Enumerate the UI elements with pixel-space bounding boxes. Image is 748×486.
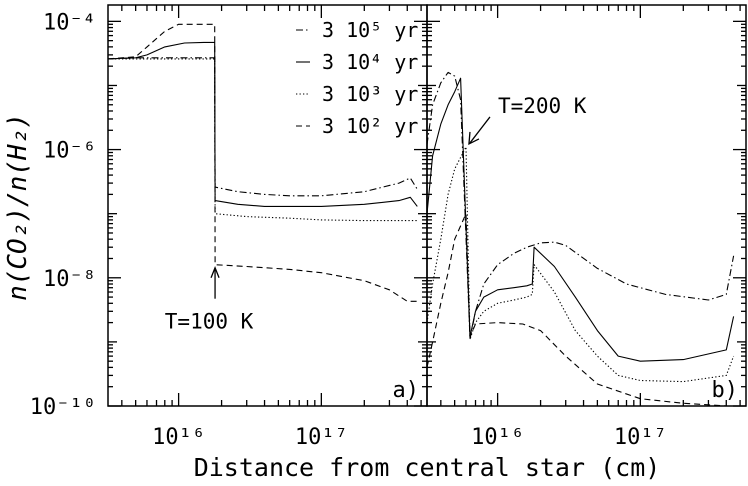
legend-label: 3 10⁴ yr bbox=[322, 50, 418, 74]
series-line-dotted bbox=[426, 146, 735, 383]
annotation-arrowhead bbox=[210, 265, 220, 278]
panel-label: b) bbox=[712, 378, 739, 403]
x-tick-label: 10¹⁶ bbox=[152, 425, 205, 450]
y-tick-label: 10⁻⁶ bbox=[43, 139, 96, 164]
legend-label: 3 10⁵ yr bbox=[322, 18, 418, 42]
y-tick-label: 10⁻⁴ bbox=[43, 10, 96, 35]
series-line-dash-dot bbox=[426, 71, 735, 340]
series-line-dashed bbox=[426, 213, 727, 407]
x-axis-label: Distance from central star (cm) bbox=[194, 453, 661, 482]
series-line-solid bbox=[426, 77, 735, 362]
panel-a: 10¹⁶ 10¹⁷ 10⁻¹⁰ 10⁻⁸ 10⁻⁶ 10⁻⁴ a) T=100 K 3 10⁵ … bbox=[30, 4, 428, 450]
figure-labels: Distance from central star (cm) n(CO₂)/n… bbox=[3, 113, 660, 482]
y-axis-label: n(CO₂)/n(H₂) bbox=[3, 113, 33, 301]
x-tick-label: 10¹⁷ bbox=[614, 425, 667, 450]
y-tick-label: 10⁻¹⁰ bbox=[30, 395, 96, 420]
series-line-dotted bbox=[108, 58, 418, 222]
legend-label: 3 10² yr bbox=[322, 114, 418, 138]
panel-label: a) bbox=[393, 378, 420, 403]
annotation-label: T=100 K bbox=[165, 310, 254, 334]
legend: 3 10⁵ yr 3 10⁴ yr 3 10³ yr 3 10² yr bbox=[296, 18, 418, 138]
panel-b: 10¹⁶ 10¹⁷ b) T=200 K bbox=[426, 4, 747, 450]
x-tick-label: 10¹⁷ bbox=[295, 425, 348, 450]
series-line-solid bbox=[107, 41, 418, 207]
annotation-arrow bbox=[469, 116, 491, 144]
series-line-dashed bbox=[107, 23, 418, 302]
panel-frame bbox=[426, 4, 747, 407]
x-tick-label: 10¹⁶ bbox=[471, 425, 524, 450]
annotation-label: T=200 K bbox=[498, 94, 587, 118]
annotation-arrowhead bbox=[468, 131, 480, 146]
legend-label: 3 10³ yr bbox=[322, 82, 418, 106]
y-tick-label: 10⁻⁸ bbox=[43, 267, 96, 292]
